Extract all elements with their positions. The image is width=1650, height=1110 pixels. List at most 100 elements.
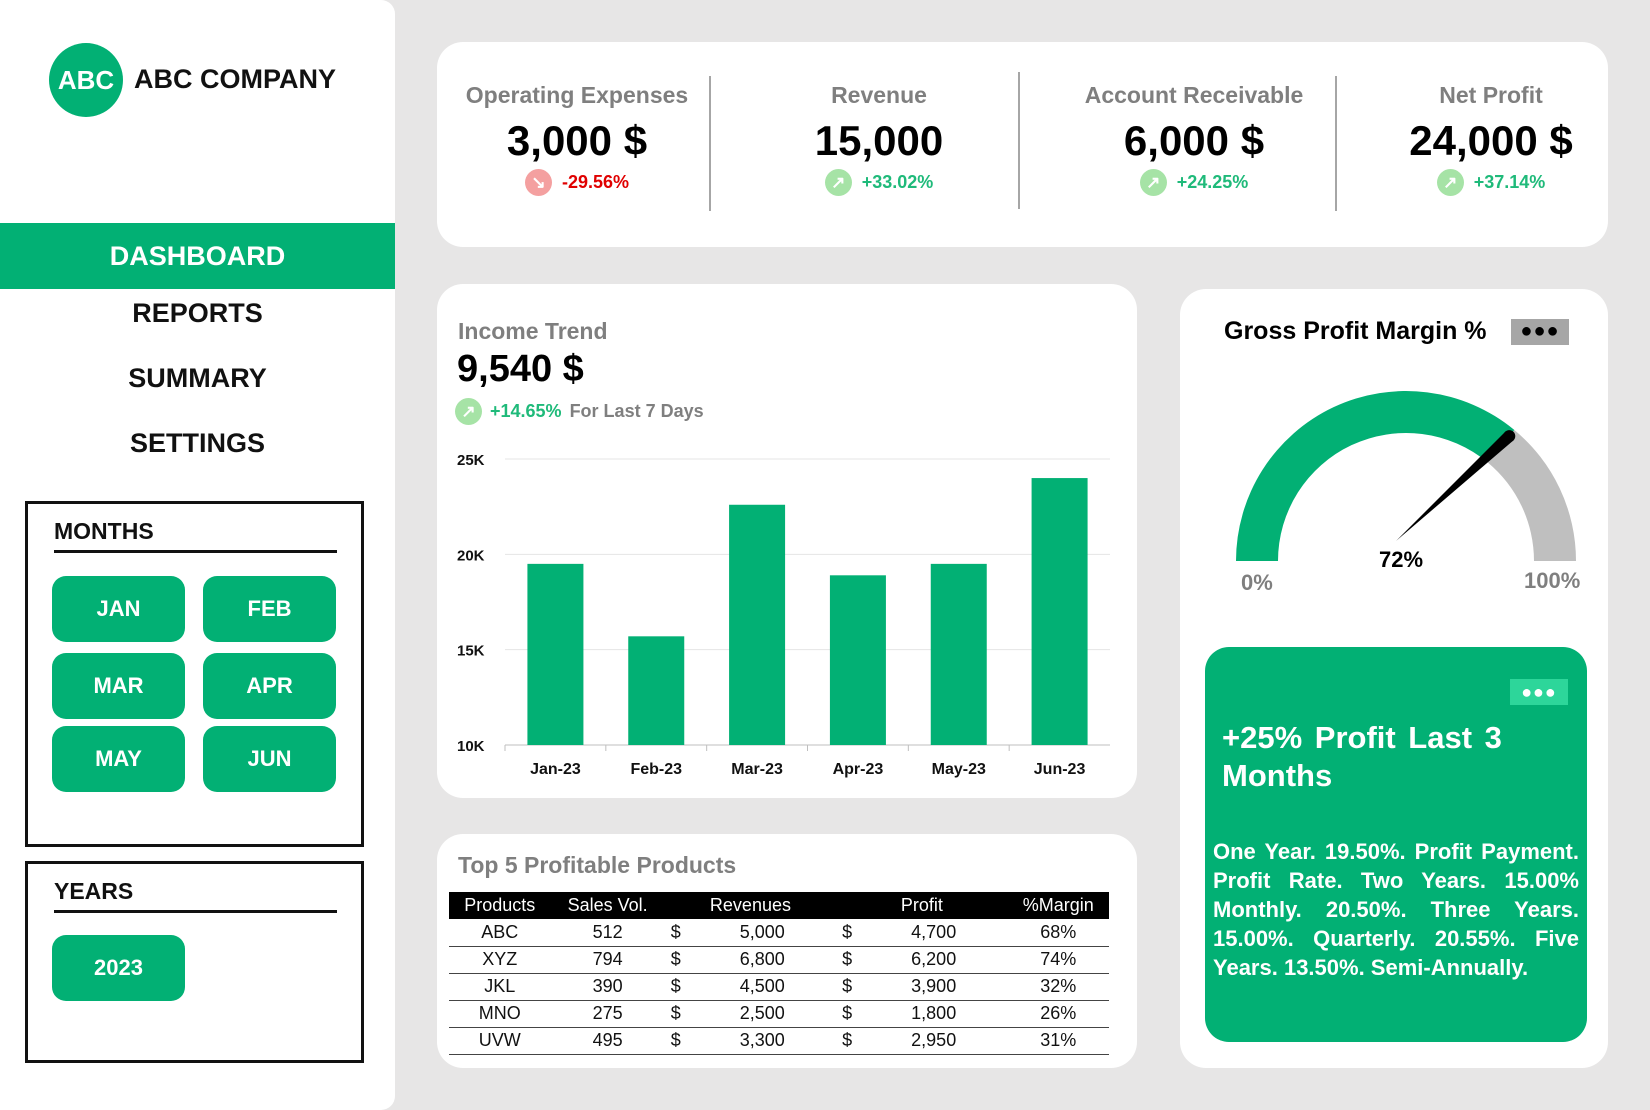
table-cell: MNO [449,1000,551,1028]
divider [1018,72,1020,209]
cell-value: 4,700 [911,921,957,942]
kpi-value: 15,000 [814,117,944,164]
years-filter: YEARS 2023 [25,861,364,1063]
months-title: MONTHS [54,518,154,544]
nav-summary[interactable]: SUMMARY [128,362,267,393]
column-header: %Margin [1007,892,1109,919]
kpi-value: 6,000 $ [1123,117,1265,164]
table-cell: 794 [550,946,665,974]
x-tick-label: Mar-23 [731,761,783,778]
month-jan-button[interactable]: JAN [52,576,185,642]
arrow-down-right-icon: ↘ [524,169,552,196]
income-bar-chart: 10K 15K 20K 25K Jan-23 Feb-23 Mar-23 Apr-23 May-… [457,452,1110,778]
income-change: +14.65% [490,401,562,421]
bar-mar-23 [729,504,786,745]
promo-headline: +25% Profit Last 3 Months [1222,720,1502,793]
kpi-change: +24.25% [1176,172,1249,192]
table-cell: 31% [1007,1027,1109,1055]
table-cell: 390 [550,973,665,1001]
month-jun-button[interactable]: JUN [203,726,336,792]
cell-value: 6,200 [911,949,957,969]
bar-apr-23 [829,575,886,745]
y-tick-label: 10K [457,738,485,755]
gauge-max: 100% [1524,568,1581,593]
kpi-label: Operating Expenses [465,82,689,108]
gauge-min: 0% [1241,570,1273,595]
table-row: JKL 390 $4,500 $3,900 32% [449,973,1109,1001]
gauge-needle-tip [1503,430,1516,443]
table-cell: XYZ [449,946,551,974]
gauge-needle [1396,432,1514,541]
month-apr-button[interactable]: APR [203,653,336,719]
cell-value: 3,900 [911,976,957,996]
column-header: Revenues [664,892,837,919]
year-2023-button[interactable]: 2023 [52,935,185,1001]
column-header: Sales Vol. [550,892,665,919]
table-cell: ABC [449,919,551,947]
top-products-card: Top 5 Profitable Products Products Sales … [437,834,1137,1068]
kpi-label: Account Receivable [1084,82,1304,108]
arrow-up-right-icon: ↗ [824,169,852,196]
company-name: ABC COMPANY [134,64,336,94]
nav-settings[interactable]: SETTINGS [129,427,265,458]
kpi-net-profit: Net Profit 24,000 $ ↗ +37.14% [1351,82,1631,196]
gauge-value: 72% [1379,547,1424,572]
kpi-account-receivable: Account Receivable 6,000 $ ↗ +24.25% [1054,82,1334,196]
currency-symbol: $ [670,921,681,942]
currency-symbol: $ [670,1030,681,1050]
more-options-icon[interactable]: ●●● [1511,319,1569,345]
products-title: Top 5 Profitable Products [458,852,737,878]
table-cell: $4,700 [836,919,1008,947]
kpi-label: Net Profit [1439,82,1543,108]
currency-symbol: $ [842,921,853,942]
cell-value: 2,950 [911,1030,957,1050]
divider [54,910,337,913]
more-options-icon[interactable]: ●●● [1510,679,1568,705]
x-tick-label: May-23 [932,761,986,778]
y-tick-label: 15K [457,643,485,660]
kpi-label: Revenue [831,82,927,108]
kpi-revenue: Revenue 15,000 ↗ +33.02% [739,82,1019,196]
nav-reports[interactable]: REPORTS [132,297,263,328]
kpi-change: -29.56% [561,172,630,192]
cell-value: 1,800 [911,1003,957,1023]
years-title: YEARS [54,878,134,904]
column-header: Profit [836,892,1008,919]
table-cell: $4,500 [664,973,837,1001]
gauge-chart [1236,391,1576,561]
table-row: MNO 275 $2,500 $1,800 26% [449,1000,1109,1028]
month-may-button[interactable]: MAY [52,726,185,792]
divider [1335,76,1337,211]
divider [54,550,337,553]
table-cell: 495 [550,1027,665,1055]
x-tick-label: Feb-23 [630,761,682,778]
bar-may-23 [930,563,987,745]
months-filter: MONTHS JAN FEB MAR APR MAY JUN [25,501,364,847]
nav-dashboard[interactable]: DASHBOARD [0,223,395,289]
arrow-up-right-icon: ↗ [455,398,482,425]
table-cell: $2,950 [836,1027,1008,1055]
arrow-up-right-icon: ↗ [1436,169,1464,196]
products-table: Products Sales Vol. Revenues Profit %Margin … [449,892,1109,1055]
currency-symbol: $ [842,976,853,996]
table-cell: JKL [449,973,551,1001]
kpi-value: 24,000 $ [1409,117,1573,164]
month-mar-button[interactable]: MAR [52,653,185,719]
cell-value: 3,300 [739,1030,785,1050]
kpi-card: Operating Expenses 3,000 $ ↘ -29.56% Reve… [437,42,1608,247]
divider [709,76,711,211]
table-cell: $3,900 [836,973,1008,1001]
bar-jan-23 [527,563,584,745]
y-tick-label: 20K [457,547,485,564]
kpi-change: +33.02% [861,172,934,192]
table-cell: 68% [1007,919,1109,947]
arrow-up-right-icon: ↗ [1139,169,1167,196]
table-cell: $6,200 [836,946,1008,974]
table-cell: UVW [449,1027,551,1055]
currency-symbol: $ [670,1003,681,1023]
cell-value: 2,500 [739,1003,785,1023]
gauge-fill [1236,391,1515,561]
currency-symbol: $ [842,1003,853,1023]
table-cell: $5,000 [664,919,837,947]
month-feb-button[interactable]: FEB [203,576,336,642]
